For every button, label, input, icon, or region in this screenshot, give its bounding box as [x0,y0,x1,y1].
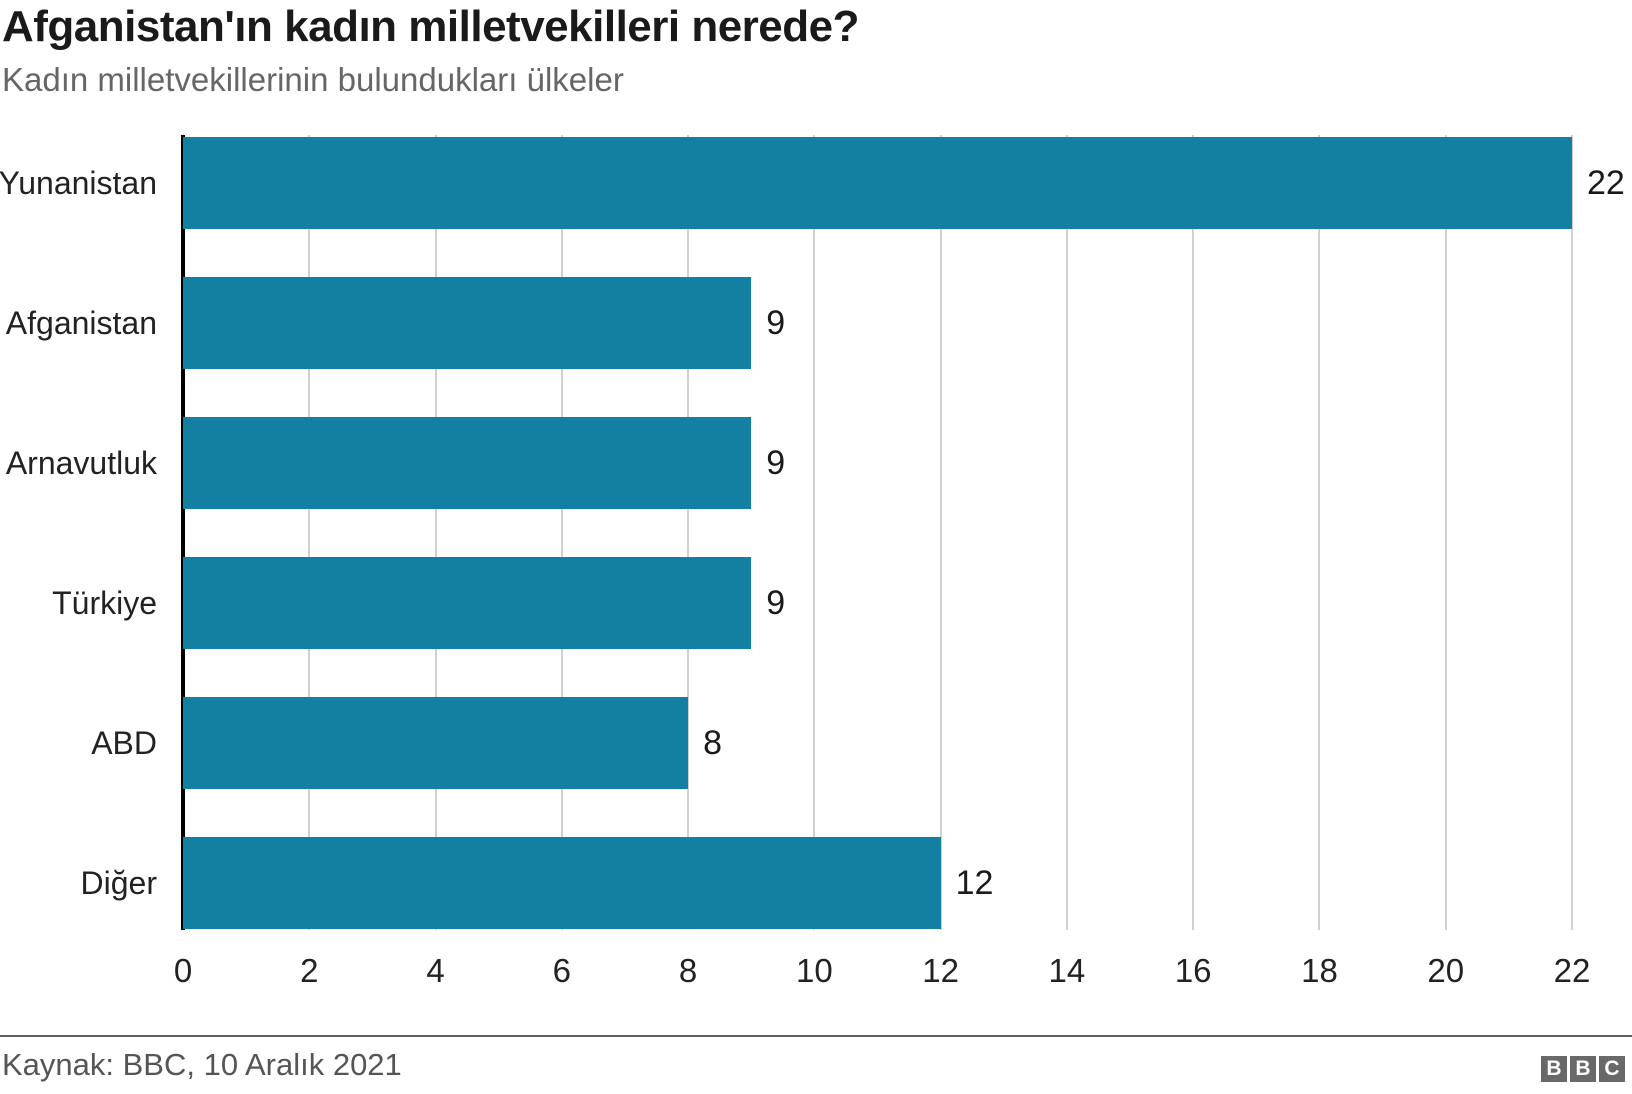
bar [183,137,1572,229]
bar-row: Afganistan 9 [6,277,1572,369]
bar [183,277,752,369]
x-tick-label: 16 [1174,952,1212,989]
bbc-logo-block: B [1570,1056,1596,1082]
x-tick-label: 14 [1048,952,1086,989]
category-label: Diğer [80,864,157,901]
category-label: Arnavutluk [5,444,157,481]
gridline [1571,135,1573,930]
plot-area: Yunanistan 22 Afganistan 9 Arnavutluk 9 Türkiy… [0,135,1625,930]
x-tick-label: 4 [426,952,445,989]
category-label: Türkiye [52,584,157,621]
bar-row: Yunanistan 22 [0,137,1625,229]
x-tick-label: 12 [922,952,959,989]
x-tick-label: 2 [300,952,319,989]
gridline [1065,135,1068,930]
bbc-logo-block: B [1541,1056,1567,1082]
bbc-logo-block: C [1599,1056,1625,1082]
x-axis: 0 2 4 6 8 10 12 14 16 18 20 22 [174,948,1591,993]
y-axis-line [181,135,185,930]
gridline [308,135,311,930]
gridline [1444,135,1447,930]
bar [183,417,752,509]
x-tick-label: 8 [678,952,698,989]
bar [183,837,941,929]
chart-title: Afganistan'ın kadın milletvekilleri nere… [2,2,860,51]
source-text: Kaynak: BBC, 10 Aralık 2021 [2,1047,402,1082]
category-label: Afganistan [5,304,157,341]
bar [183,557,752,649]
bar-row: ABD 8 [91,697,1572,789]
bar [183,697,689,789]
x-tick-label: 6 [552,952,571,989]
category-label: ABD [91,724,157,761]
value-label: 9 [766,303,786,342]
bar-row: Diğer 12 [81,837,1572,929]
x-tick-label: 22 [1553,952,1591,989]
gridline [434,135,437,930]
value-label: 9 [766,443,786,482]
value-label: 12 [955,863,994,902]
gridline [939,135,942,930]
value-label: 8 [703,723,722,762]
gridline [1318,135,1321,930]
x-tick-label: 18 [1301,952,1338,989]
category-label: Yunanistan [0,164,157,201]
chart-subtitle: Kadın milletvekillerinin bulundukları ül… [2,61,624,98]
gridline [1192,135,1195,930]
gridline [560,135,563,930]
gridline [687,135,690,930]
value-label: 9 [766,583,786,622]
bar-row: Türkiye 9 [52,557,1572,649]
bar-row: Arnavutluk 9 [6,417,1572,509]
x-tick-label: 0 [173,952,193,989]
x-tick-label: 20 [1427,952,1465,989]
footer-divider [0,1035,1632,1037]
gridline [813,135,816,930]
x-tick-label: 10 [796,952,833,989]
value-label: 22 [1587,163,1625,202]
